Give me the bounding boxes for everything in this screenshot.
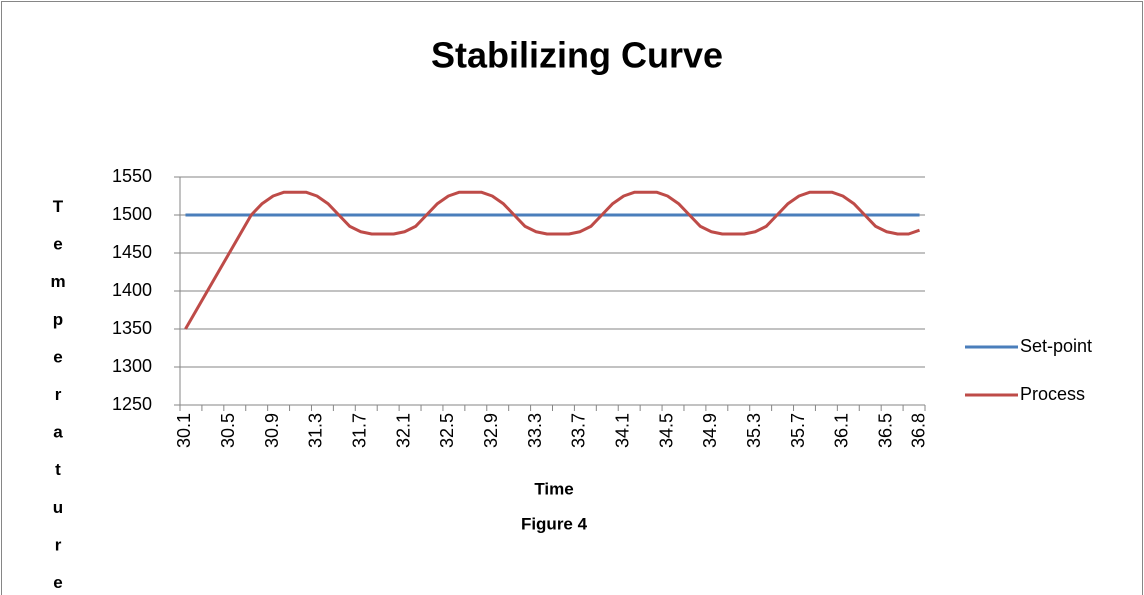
y-axis-label-letter: r bbox=[55, 385, 62, 404]
x-tick-label: 32.9 bbox=[481, 413, 501, 448]
caption: Figure 4 bbox=[521, 514, 588, 533]
y-tick-label: 1500 bbox=[112, 204, 152, 224]
x-tick-label: 36.8 bbox=[908, 413, 928, 448]
y-axis-label-letter: e bbox=[53, 573, 62, 592]
y-axis-label-letter: e bbox=[53, 348, 62, 367]
x-tick-label: 32.1 bbox=[393, 413, 413, 448]
y-tick-label: 1550 bbox=[112, 166, 152, 186]
y-axis-label-letter: u bbox=[53, 498, 63, 517]
chart-title: Stabilizing Curve bbox=[431, 35, 723, 76]
x-tick-label: 30.1 bbox=[174, 413, 194, 448]
y-axis-label-letter: T bbox=[53, 197, 64, 216]
y-axis-label-letter: p bbox=[53, 310, 63, 329]
x-tick-label: 36.5 bbox=[875, 413, 895, 448]
x-tick-label: 33.7 bbox=[569, 413, 589, 448]
x-tick-label: 30.5 bbox=[218, 413, 238, 448]
y-tick-label: 1300 bbox=[112, 356, 152, 376]
y-axis-label-letter: e bbox=[53, 235, 62, 254]
x-tick-label: 32.5 bbox=[437, 413, 457, 448]
x-tick-label: 33.3 bbox=[525, 413, 545, 448]
legend-label: Set-point bbox=[1020, 336, 1092, 356]
y-axis-label-letter: m bbox=[50, 273, 65, 292]
x-tick-label: 34.1 bbox=[612, 413, 632, 448]
y-axis-label-letter: r bbox=[55, 536, 62, 555]
legend-label: Process bbox=[1020, 384, 1085, 404]
x-tick-label: 35.3 bbox=[744, 413, 764, 448]
y-tick-label: 1400 bbox=[112, 280, 152, 300]
y-axis-label-letter: a bbox=[53, 423, 63, 442]
x-tick-label: 35.7 bbox=[788, 413, 808, 448]
x-tick-label: 36.1 bbox=[832, 413, 852, 448]
y-tick-label: 1250 bbox=[112, 394, 152, 414]
y-tick-label: 1450 bbox=[112, 242, 152, 262]
x-tick-label: 31.3 bbox=[306, 413, 326, 448]
x-tick-label: 31.7 bbox=[350, 413, 370, 448]
y-axis-label-letter: t bbox=[55, 461, 61, 480]
y-tick-label: 1350 bbox=[112, 318, 152, 338]
x-axis-label: Time bbox=[534, 479, 573, 498]
x-tick-label: 34.9 bbox=[700, 413, 720, 448]
x-tick-label: 34.5 bbox=[656, 413, 676, 448]
series-line bbox=[184, 190, 921, 330]
x-tick-label: 30.9 bbox=[262, 413, 282, 448]
